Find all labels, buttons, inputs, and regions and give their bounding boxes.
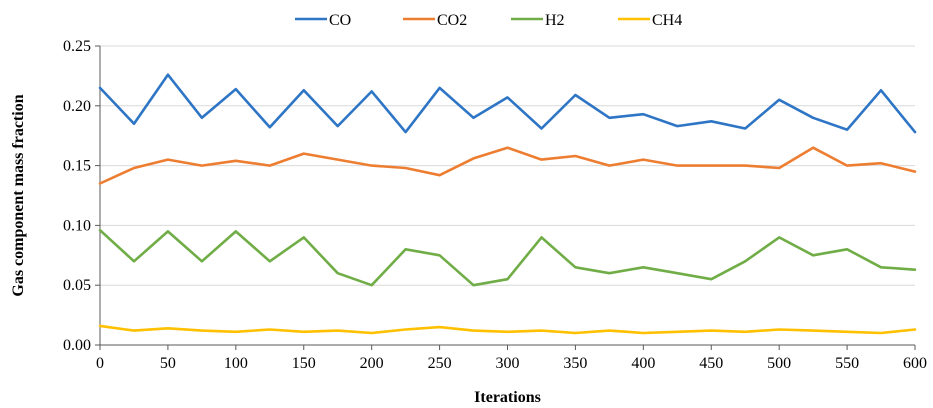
tick-labels: 0.00 0.05 0.10 0.15 0.20 0.25 0 50 100 150 200 250 3… — [63, 38, 927, 372]
x-tick-label: 250 — [428, 355, 452, 372]
x-tick-label: 550 — [835, 355, 859, 372]
x-tick-label: 150 — [292, 355, 316, 372]
legend-label-co: CO — [329, 12, 351, 29]
x-tick-label: 50 — [160, 355, 176, 372]
x-tick-label: 500 — [767, 355, 791, 372]
series-lines — [98, 73, 917, 335]
legend-label-h2: H2 — [545, 12, 565, 29]
y-tick-label: 0.15 — [63, 158, 91, 175]
legend-label-co2: CO2 — [437, 12, 467, 29]
x-tick-label: 450 — [699, 355, 723, 372]
x-tick-label: 0 — [96, 355, 104, 372]
y-tick-label: 0.25 — [63, 38, 91, 55]
x-tick-label: 350 — [563, 355, 587, 372]
legend: CO CO2 H2 CH4 — [295, 12, 682, 29]
x-tick-label: 300 — [496, 355, 520, 372]
y-tick-label: 0.05 — [63, 277, 91, 294]
x-tick-label: 200 — [360, 355, 384, 372]
y-tick-label: 0.00 — [63, 337, 91, 354]
x-tick-label: 600 — [903, 355, 927, 372]
x-axis-label: Iterations — [474, 389, 541, 406]
y-tick-label: 0.20 — [63, 98, 91, 115]
legend-label-ch4: CH4 — [652, 12, 682, 29]
gridlines — [100, 45, 915, 286]
y-axis-label: Gas component mass fraction — [10, 94, 27, 296]
axes — [99, 46, 915, 346]
series-line-ch4 — [98, 324, 917, 335]
x-tick-label: 400 — [631, 355, 655, 372]
y-tick-label: 0.10 — [63, 217, 91, 234]
series-line-co2 — [98, 146, 917, 185]
series-line-h2 — [98, 228, 917, 287]
series-line-co — [98, 73, 917, 134]
x-tick-label: 100 — [224, 355, 248, 372]
